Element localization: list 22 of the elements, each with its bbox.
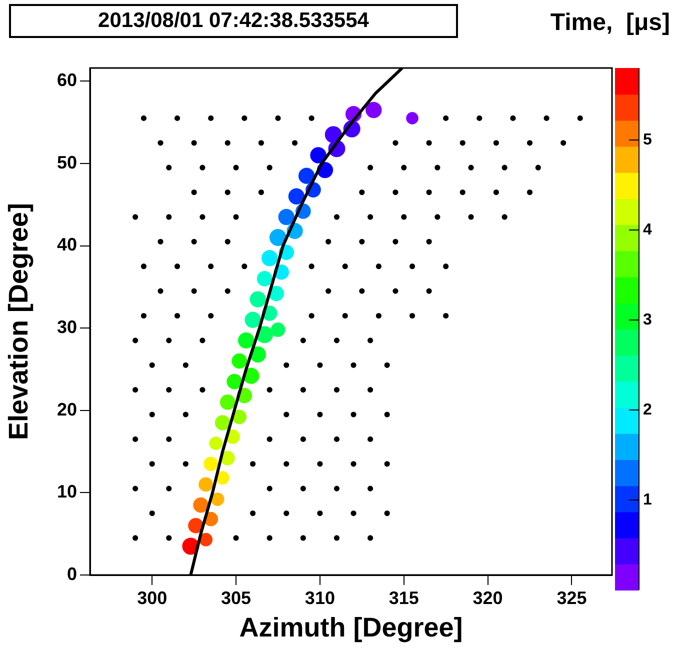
x-tick-label: 300 [137, 588, 168, 608]
color-bar-label: 2 [643, 401, 652, 418]
x-axis-title: Azimuth [Degree] [239, 612, 463, 642]
x-tick-label: 315 [388, 588, 419, 608]
x-tick-label: 310 [304, 588, 335, 608]
y-tick-label: 20 [56, 399, 77, 420]
y-axis-title: Elevation [Degree] [4, 202, 34, 440]
y-tick-label: 40 [56, 234, 77, 255]
x-tick-label: 305 [221, 588, 252, 608]
y-tick-label: 0 [66, 564, 77, 584]
y-tick-label: 10 [56, 482, 77, 502]
y-tick-label: 50 [56, 152, 77, 172]
color-bar-label: 3 [643, 311, 652, 328]
color-bar-label: 5 [643, 131, 652, 148]
color-bar-label: 4 [643, 221, 652, 238]
chart-title: 2013/08/01 07:42:38.533554 [9, 4, 458, 38]
y-tick-label: 60 [56, 70, 77, 90]
color-bar-label: 1 [643, 491, 652, 508]
y-tick-label: 30 [56, 317, 77, 338]
x-tick-label: 325 [556, 588, 587, 608]
color-bar-title: Time, [μs] [550, 9, 670, 36]
x-tick-label: 320 [472, 588, 503, 608]
